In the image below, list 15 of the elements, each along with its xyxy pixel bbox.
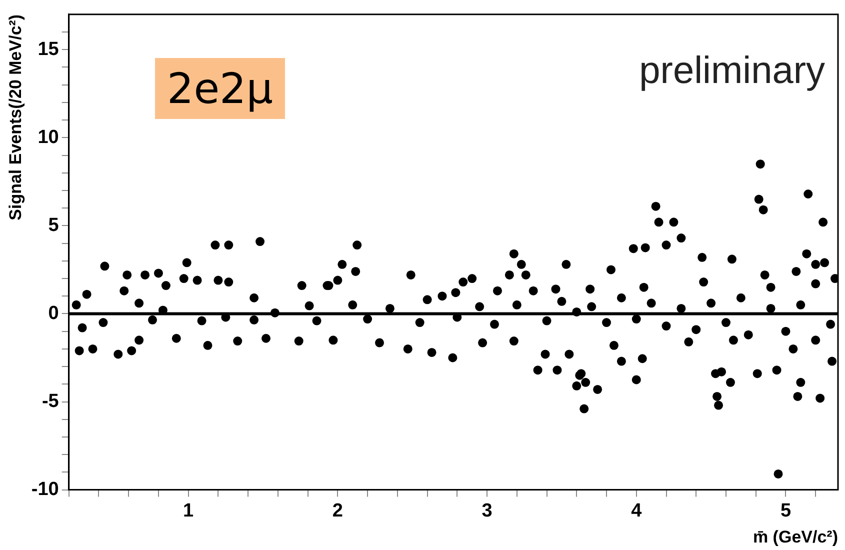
x-tick-label: 5: [780, 500, 792, 522]
x-tick-label: 1: [183, 500, 194, 522]
annotation: 2e2μ: [155, 58, 286, 119]
x-axis-title: m̄ (GeV/c²): [752, 527, 838, 546]
x-tick-label: 4: [631, 500, 642, 522]
x-tick-label: 3: [482, 500, 492, 522]
y-tick-label: -5: [42, 390, 60, 412]
x-tick-label: 2: [332, 500, 343, 522]
y-tick-label: 10: [38, 126, 59, 148]
y-tick-label: 5: [48, 214, 60, 236]
y-tick-label: 0: [48, 302, 59, 324]
y-tick-label: 15: [38, 38, 60, 60]
annotation: preliminary: [639, 50, 825, 93]
y-tick-label: -10: [31, 479, 59, 500]
y-axis-title: Signal Events(/20 MeV/c²): [6, 14, 25, 220]
